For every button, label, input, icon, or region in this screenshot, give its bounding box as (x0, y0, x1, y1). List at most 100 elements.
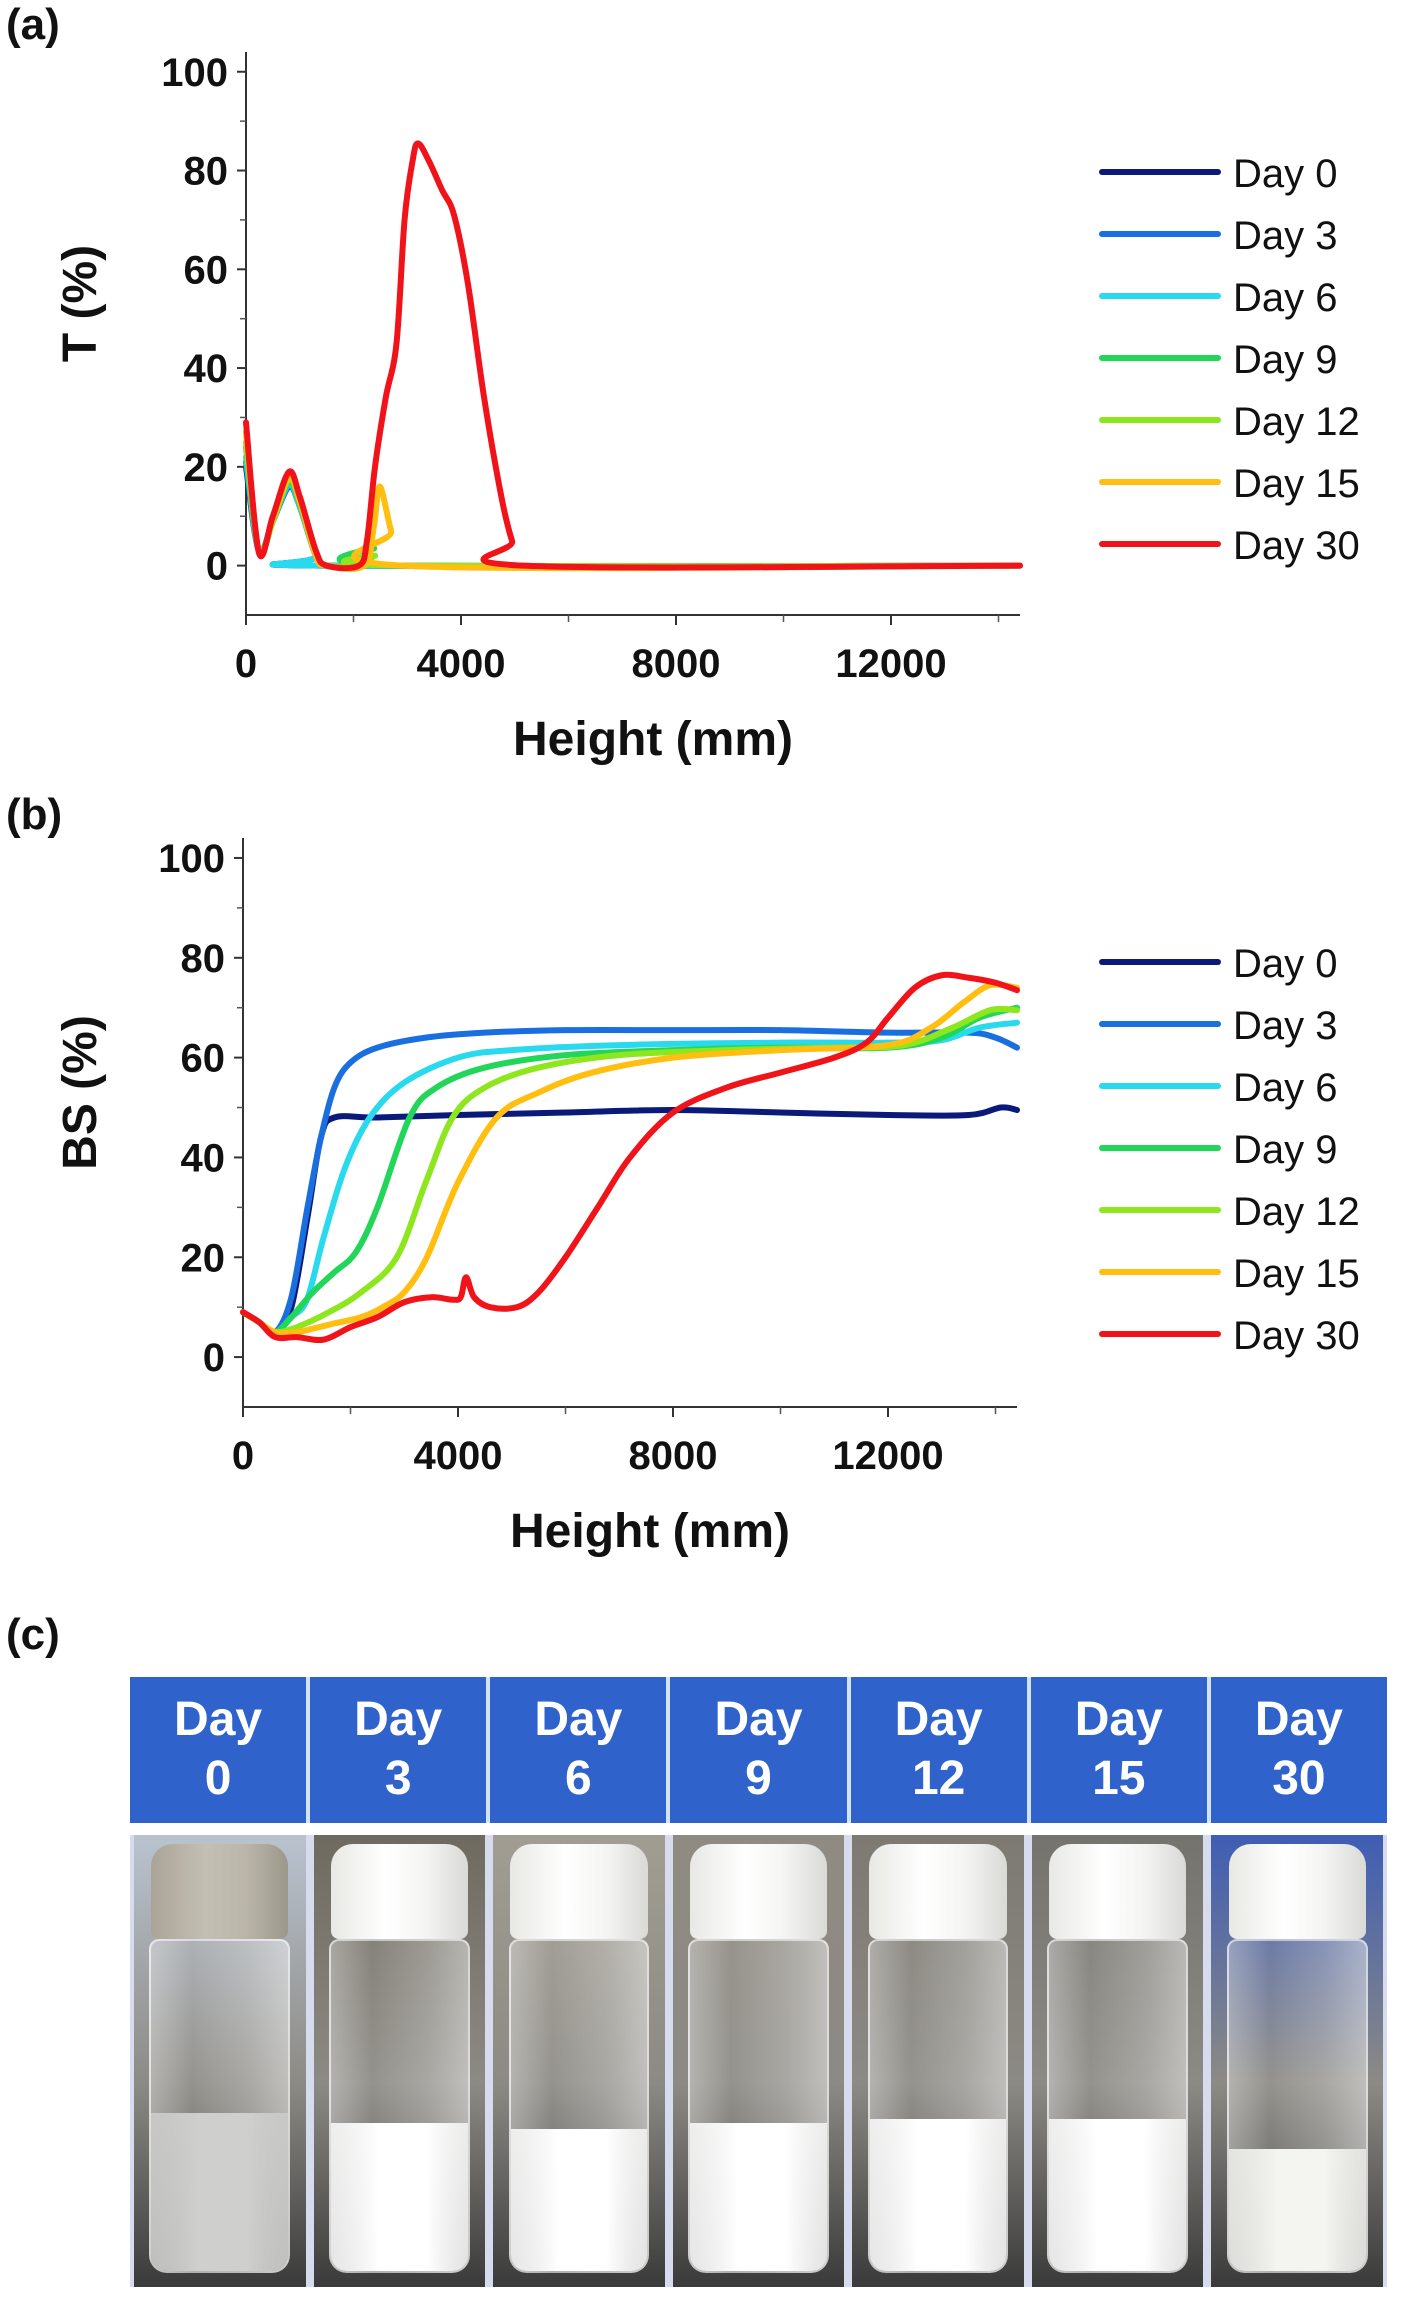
vial-glass (149, 1938, 291, 2274)
photo-column-header: Day 0 (130, 1677, 307, 1823)
series-line-day-30 (240, 971, 1020, 1344)
legend-label: Day 15 (1233, 462, 1360, 506)
y-tick-label: 60 (184, 248, 229, 292)
legend-label: Day 0 (1233, 942, 1338, 986)
legend: Day 0 Day 3 Day 6 Day 9 Day 12 Day 15 Day 30 (1099, 942, 1360, 1358)
vial-glass (1226, 1938, 1368, 2274)
x-tick-label: 4000 (417, 642, 506, 686)
vial-cap (510, 1844, 648, 1939)
legend-label: Day 6 (1233, 1066, 1338, 1110)
panel-label-a: (a) (6, 0, 60, 49)
vial-photo (672, 1835, 845, 2287)
vial-cap (1228, 1844, 1366, 1939)
photo-table-header: Day 0 Day 3 Day 6 Day 9 Day 12 Day 15 Day 30 (130, 1677, 1387, 1823)
photo-column-header: Day 9 (670, 1677, 847, 1823)
header-day-number: 30 (1272, 1752, 1326, 1805)
vial-cap (151, 1844, 289, 1939)
header-day-number: 12 (911, 1752, 966, 1805)
x-tick-label: 0 (235, 642, 257, 686)
y-tick-label: 100 (161, 51, 228, 95)
emulsion-layer (690, 2122, 827, 2272)
y-tick-label: 100 (158, 837, 225, 881)
x-tick-label: 12000 (835, 642, 946, 686)
legend-label: Day 12 (1233, 1190, 1360, 1234)
y-tick-label: 20 (181, 1236, 226, 1280)
vial-photo (1211, 1835, 1384, 2287)
emulsion-layer (331, 2122, 468, 2272)
x-axis-title: Height (mm) (510, 1505, 790, 1558)
legend-label: Day 0 (1233, 152, 1338, 196)
header-day-number: 3 (384, 1752, 412, 1805)
panel-label-b: (b) (6, 790, 63, 839)
series-line-day-3 (240, 1026, 1020, 1337)
legend-label: Day 30 (1233, 1314, 1360, 1358)
legend: Day 0 Day 3 Day 6 Day 9 Day 12 Day 15 Day 30 (1099, 152, 1360, 568)
legend-label: Day 3 (1233, 1004, 1338, 1048)
header-day-word: Day (534, 1693, 623, 1747)
x-tick-label: 4000 (414, 1434, 503, 1478)
vial-cap (689, 1844, 828, 1939)
vial-photo (1031, 1835, 1204, 2287)
x-tick-label: 8000 (632, 642, 721, 686)
emulsion-layer (151, 2112, 289, 2272)
vial-glass (867, 1938, 1009, 2274)
transmission-chart: 0 20 40 60 80 100 0 4000 8000 12000 Height (mm) T (… (54, 51, 1360, 766)
legend-label: Day 9 (1233, 1128, 1338, 1172)
vial-cap (869, 1844, 1007, 1939)
x-tick-label: 0 (232, 1434, 254, 1478)
legend-label: Day 6 (1233, 276, 1338, 320)
header-day-word: Day (1074, 1693, 1163, 1747)
panel-label-c: (c) (6, 1610, 60, 1659)
vial-cap (1049, 1844, 1187, 1939)
series-line-day-12 (240, 1005, 1020, 1336)
series-line-day-30 (243, 140, 1023, 572)
y-axis-title: T (%) (54, 245, 107, 362)
legend-label: Day 3 (1233, 214, 1338, 258)
legend-label: Day 30 (1233, 524, 1360, 568)
y-tick-label: 0 (203, 1336, 225, 1380)
emulsion-layer (1049, 2119, 1187, 2272)
emulsion-layer (510, 2129, 648, 2272)
photo-column-header: Day 30 (1210, 1677, 1387, 1823)
vial-photo (493, 1835, 665, 2287)
photo-table-images (130, 1835, 1387, 2287)
header-day-number: 0 (204, 1752, 232, 1805)
legend-label: Day 9 (1233, 338, 1338, 382)
emulsion-layer (1228, 2149, 1366, 2272)
y-tick-label: 40 (184, 347, 229, 391)
series-group (243, 140, 1023, 572)
vial-cap (330, 1844, 468, 1939)
x-axis-title: Height (mm) (513, 713, 793, 766)
vial-photo-table: Day 0 Day 3 Day 6 Day 9 Day 12 Day 15 Day 30 (130, 1677, 1387, 2287)
vial-glass (508, 1938, 650, 2274)
vial-glass (329, 1938, 470, 2274)
legend-label: Day 12 (1233, 400, 1360, 444)
x-tick-label: 12000 (832, 1434, 943, 1478)
y-tick-label: 80 (184, 150, 229, 194)
emulsion-layer (869, 2119, 1007, 2272)
photo-column-header: Day 6 (490, 1677, 667, 1823)
header-day-number: 9 (745, 1752, 772, 1805)
vial-glass (688, 1938, 829, 2274)
header-day-word: Day (714, 1693, 803, 1747)
y-tick-label: 60 (181, 1037, 226, 1081)
y-tick-label: 20 (184, 446, 229, 490)
y-axis-title: BS (%) (54, 1015, 107, 1170)
series-line-day-15 (243, 429, 1023, 572)
vial-photo (313, 1835, 486, 2287)
photo-column-header: Day 3 (310, 1677, 487, 1823)
photo-column-header: Day 15 (1030, 1677, 1207, 1823)
header-day-word: Day (1254, 1693, 1343, 1747)
header-day-word: Day (894, 1693, 983, 1747)
x-tick-label: 8000 (629, 1434, 718, 1478)
header-day-number: 15 (1092, 1752, 1146, 1805)
series-line-day-15 (240, 981, 1020, 1337)
backscattering-chart: 0 20 40 60 80 100 0 4000 8000 12000 Height (mm) BS … (54, 837, 1360, 1558)
series-group (240, 971, 1020, 1344)
vial-glass (1047, 1938, 1189, 2274)
header-day-word: Day (174, 1693, 263, 1747)
y-tick-label: 0 (206, 545, 228, 589)
header-day-number: 6 (565, 1752, 592, 1805)
header-day-word: Day (354, 1693, 443, 1747)
vial-photo (134, 1835, 306, 2287)
